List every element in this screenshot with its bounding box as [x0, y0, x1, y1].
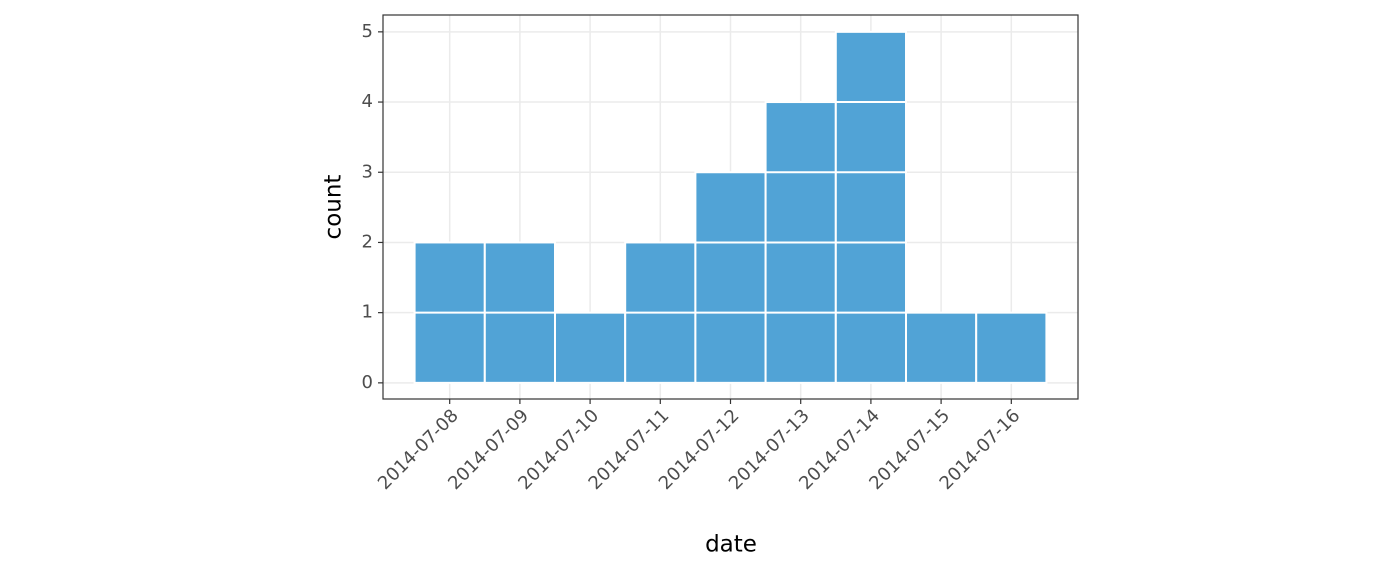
bar — [905, 311, 978, 384]
x-axis-title: date — [705, 532, 757, 558]
bar — [975, 311, 1048, 384]
y-tick-label: 5 — [362, 21, 373, 42]
bar — [553, 311, 627, 384]
panel-border — [382, 14, 1079, 400]
y-tick-label: 3 — [362, 161, 373, 182]
y-tick-label: 1 — [362, 302, 373, 323]
y-tick-label: 0 — [362, 372, 373, 393]
bar — [694, 171, 767, 384]
y-axis-title: count — [321, 175, 347, 240]
y-tick-label: 4 — [362, 91, 373, 112]
bar — [834, 30, 908, 384]
y-tick-label: 2 — [362, 231, 373, 252]
